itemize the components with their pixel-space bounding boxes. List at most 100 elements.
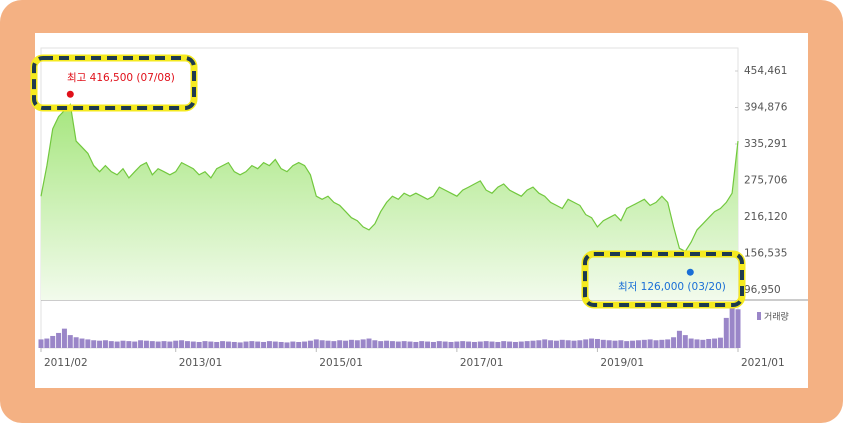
y-tick-label: 394,876 bbox=[744, 101, 788, 113]
volume-bar bbox=[278, 341, 284, 348]
area-fill bbox=[41, 104, 738, 301]
volume-bar bbox=[161, 341, 167, 348]
volume-bar bbox=[378, 341, 384, 348]
volume-bar bbox=[173, 340, 179, 348]
volume-bar bbox=[167, 341, 173, 348]
volume-bar bbox=[448, 341, 454, 348]
volume-bar bbox=[85, 339, 91, 348]
volume-bar bbox=[290, 341, 296, 348]
volume-bar bbox=[44, 338, 50, 348]
volume-bar bbox=[179, 340, 185, 348]
volume-bar bbox=[343, 340, 349, 348]
volume-bar bbox=[577, 340, 583, 348]
volume-bar bbox=[413, 341, 419, 348]
volume-bar bbox=[302, 341, 308, 348]
volume-bar bbox=[395, 341, 401, 348]
volume-bar bbox=[624, 341, 630, 348]
volume-bar bbox=[653, 340, 659, 348]
volume-bar bbox=[676, 330, 682, 348]
volume-bar bbox=[366, 338, 372, 348]
volume-bar bbox=[536, 340, 542, 348]
volume-bar bbox=[507, 341, 513, 348]
volume-bar bbox=[249, 341, 255, 348]
volume-bar bbox=[266, 341, 272, 348]
annotation-label: 최저 126,000 (03/20) bbox=[618, 281, 726, 293]
volume-bar bbox=[712, 338, 718, 348]
volume-bar bbox=[600, 339, 606, 348]
volume-bar bbox=[442, 341, 448, 348]
volume-bar bbox=[553, 340, 559, 348]
volume-bar bbox=[430, 341, 436, 348]
x-tick-label: 2019/01 bbox=[600, 357, 644, 369]
volume-bar bbox=[108, 341, 114, 348]
volume-bar bbox=[594, 338, 600, 348]
volume-bar bbox=[67, 335, 73, 348]
x-tick-label: 2015/01 bbox=[319, 357, 363, 369]
volume-bar bbox=[243, 341, 249, 348]
volume-bar bbox=[665, 339, 671, 348]
y-tick-label: 156,535 bbox=[744, 248, 787, 260]
volume-bar bbox=[313, 339, 319, 348]
volume-bar bbox=[565, 340, 571, 348]
volume-bar bbox=[635, 340, 641, 348]
volume-bar bbox=[389, 341, 395, 348]
volume-bar bbox=[466, 341, 472, 348]
volume-bar bbox=[149, 341, 155, 348]
volume-bar bbox=[641, 339, 647, 348]
y-tick-label: 335,291 bbox=[744, 138, 787, 150]
volume-bar bbox=[348, 339, 354, 348]
volume-bar bbox=[220, 341, 226, 348]
volume-bar bbox=[284, 342, 290, 348]
volume-bar bbox=[630, 340, 636, 348]
y-tick-label: 216,120 bbox=[744, 211, 787, 223]
volume-bar bbox=[354, 340, 360, 348]
volume-bar bbox=[436, 341, 442, 348]
volume-bar bbox=[700, 339, 706, 348]
volume-bar bbox=[723, 317, 729, 348]
y-tick-label: 96,950 bbox=[744, 284, 781, 296]
volume-bar bbox=[729, 305, 735, 348]
volume-bar bbox=[407, 341, 413, 348]
volume-bar bbox=[460, 341, 466, 348]
volume-bar bbox=[319, 340, 325, 348]
volume-bar bbox=[583, 339, 589, 348]
volume-bar bbox=[559, 339, 565, 348]
volume-bar bbox=[202, 341, 208, 348]
volume-bar bbox=[337, 340, 343, 348]
volume-bar bbox=[384, 340, 390, 348]
x-tick-label: 2011/02 bbox=[44, 357, 88, 369]
extreme-marker bbox=[686, 268, 694, 276]
volume-bar bbox=[307, 340, 313, 348]
volume-bar bbox=[425, 341, 431, 348]
volume-bar bbox=[671, 337, 677, 348]
volume-bar bbox=[120, 340, 126, 348]
volume-bar bbox=[501, 341, 507, 348]
volume-bar bbox=[735, 309, 741, 348]
volume-bar bbox=[138, 340, 144, 348]
volume-bar bbox=[184, 341, 190, 348]
volume-bar bbox=[471, 341, 477, 348]
volume-bar bbox=[155, 341, 161, 348]
y-tick-label: 275,706 bbox=[744, 174, 788, 186]
volume-bar bbox=[706, 338, 712, 348]
volume-bar bbox=[126, 341, 132, 348]
volume-bar bbox=[489, 341, 495, 348]
legend-swatch bbox=[757, 312, 761, 320]
volume-bar bbox=[401, 341, 407, 348]
volume-bar bbox=[524, 341, 530, 348]
volume-bar bbox=[272, 341, 278, 348]
volume-bar bbox=[495, 341, 501, 348]
volume-bar bbox=[542, 339, 548, 348]
volume-bar bbox=[659, 339, 665, 348]
volume-bar bbox=[512, 341, 518, 348]
extreme-marker bbox=[66, 90, 74, 98]
y-tick-label: 454,461 bbox=[744, 65, 787, 77]
volume-bar bbox=[454, 341, 460, 348]
volume-bar bbox=[225, 341, 231, 348]
volume-bar bbox=[132, 341, 138, 348]
volume-bar bbox=[518, 341, 524, 348]
volume-bar bbox=[325, 340, 331, 348]
volume-bar bbox=[102, 340, 108, 348]
volume-bar bbox=[372, 340, 378, 348]
